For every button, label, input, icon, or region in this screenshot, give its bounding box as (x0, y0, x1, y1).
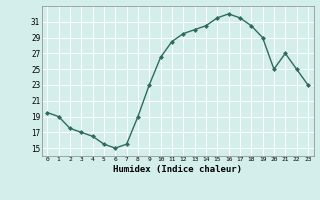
X-axis label: Humidex (Indice chaleur): Humidex (Indice chaleur) (113, 165, 242, 174)
